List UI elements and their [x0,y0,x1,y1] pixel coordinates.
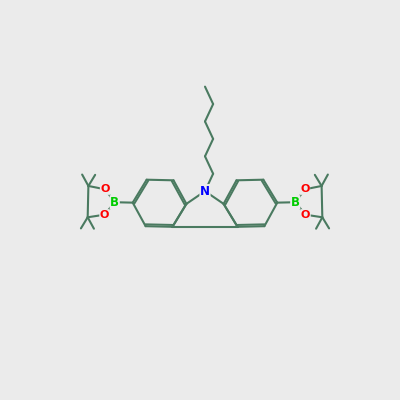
Text: O: O [301,210,310,220]
Text: O: O [300,184,310,194]
Text: N: N [200,185,210,198]
Text: B: B [110,196,119,209]
Text: B: B [291,196,300,209]
Text: O: O [100,184,110,194]
Text: O: O [100,210,109,220]
